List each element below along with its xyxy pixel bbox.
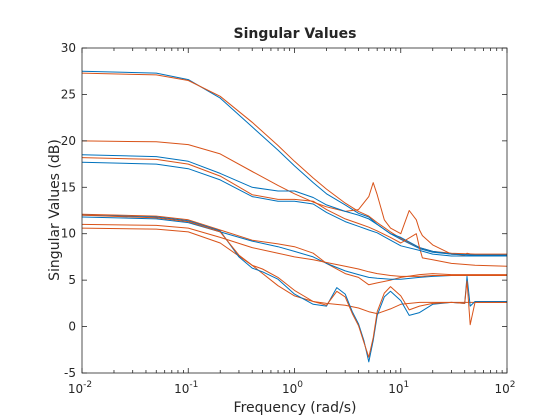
x-tick-label: 102	[494, 380, 515, 396]
series-line-4	[81, 154, 507, 256]
plot-area	[82, 48, 507, 373]
y-tick-label: 10	[61, 227, 76, 241]
y-tick-label: -5	[64, 366, 76, 380]
series-line-12	[81, 214, 507, 358]
x-tick-label: 101	[388, 380, 409, 396]
x-tick-label: 100	[282, 380, 303, 396]
series-layer	[81, 70, 508, 363]
series-line-8	[81, 216, 507, 280]
chart-title: Singular Values	[234, 26, 357, 42]
x-axis-label: Frequency (rad/s)	[234, 400, 357, 416]
series-line-6	[81, 161, 507, 257]
y-tick-label: 15	[61, 180, 76, 194]
series-line-3	[81, 140, 507, 256]
y-tick-label: 0	[68, 320, 76, 334]
series-line-10	[81, 227, 507, 315]
tick-layer: 10-2 10-1 100 101 102 -5 0 5 10 15 20 25 30	[61, 41, 516, 396]
y-tick-label: 5	[68, 273, 76, 287]
y-tick-label: 25	[61, 87, 76, 101]
series-line-7	[81, 213, 507, 286]
x-tick-label: 10-2	[68, 380, 92, 396]
series-line-1	[81, 70, 507, 256]
y-axis-label: Singular Values (dB)	[47, 139, 63, 281]
y-tick-label: 20	[61, 134, 76, 148]
series-line-5	[81, 157, 508, 267]
y-tick-label: 30	[61, 41, 76, 55]
x-tick-label: 10-1	[174, 380, 198, 396]
